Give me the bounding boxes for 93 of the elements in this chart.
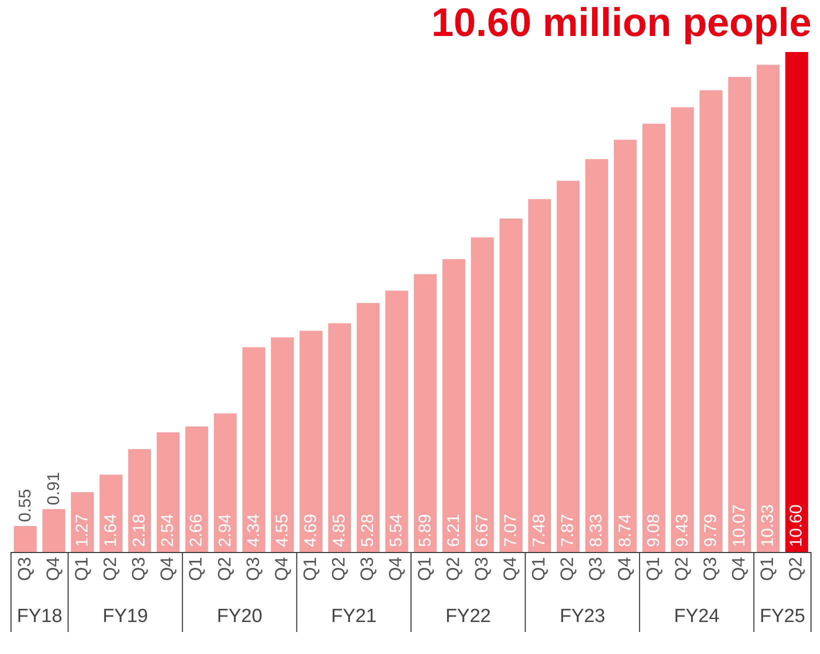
x-tick-label: Q2: [214, 557, 234, 582]
bar: [214, 413, 237, 552]
bar: [471, 237, 494, 552]
x-tick-label: Q4: [42, 557, 63, 582]
bar: [585, 159, 608, 552]
bar: [700, 90, 722, 552]
bar: [156, 432, 180, 552]
bar: [128, 449, 151, 552]
x-tick-label: Q3: [242, 557, 263, 582]
x-tick-label: Q1: [757, 557, 778, 582]
bar: [500, 218, 522, 552]
bar: [385, 290, 408, 552]
data-label: 2.66: [186, 514, 206, 547]
x-tick-label: Q1: [186, 557, 206, 582]
text: FY22: [445, 606, 491, 627]
data-label: 1.27: [72, 514, 92, 547]
x-tick-label: Q4: [271, 557, 292, 582]
data-label: 1.64: [101, 514, 120, 547]
x-tick-label: Q3: [700, 557, 720, 582]
data-label: 6.67: [472, 514, 492, 547]
bar: [71, 492, 94, 552]
bar: [242, 347, 266, 552]
data-label: 10.33: [758, 504, 778, 547]
data-label: 10.07: [730, 504, 749, 547]
x-tick-label: Q4: [157, 557, 178, 582]
data-label: 4.34: [244, 514, 263, 547]
bar: [14, 526, 37, 552]
data-label: 7.48: [530, 514, 549, 547]
text: FY23: [560, 606, 606, 627]
bar: [42, 509, 66, 552]
chart-title: 10.60 million people: [431, 1, 812, 45]
x-tick-label: Q4: [386, 557, 406, 582]
data-label: 5.54: [386, 514, 406, 547]
bar: [642, 124, 666, 552]
data-label: 5.28: [358, 514, 378, 547]
x-tick-label: Q1: [71, 557, 92, 582]
bar: [528, 199, 551, 552]
data-label: 8.33: [586, 514, 606, 547]
x-tick-label: Q4: [614, 557, 634, 582]
bar: [756, 64, 780, 552]
x-tick-label: Q2: [442, 557, 463, 582]
data-label: 8.74: [615, 514, 634, 547]
text: FY20: [216, 606, 262, 627]
data-label: 2.54: [158, 514, 178, 547]
bar: [100, 474, 122, 552]
bar: [300, 330, 322, 552]
x-tick-label: Q3: [471, 557, 492, 582]
data-label: 7.87: [558, 514, 578, 547]
x-tick-label: Q1: [414, 557, 434, 582]
x-tick-label: Q2: [328, 557, 349, 582]
text: FY25: [760, 606, 806, 627]
bar: [728, 77, 751, 552]
data-label: 6.21: [444, 514, 463, 547]
x-tick-label: Q1: [300, 557, 320, 582]
data-label: 9.79: [701, 514, 720, 547]
data-label: 4.85: [330, 514, 349, 547]
data-label: 7.07: [501, 514, 520, 547]
bar: [671, 107, 694, 552]
bar: [414, 274, 437, 552]
x-tick-label: Q4: [728, 557, 749, 582]
x-tick-label: Q1: [642, 557, 663, 582]
x-tick-label: Q2: [100, 557, 120, 582]
data-label: 9.08: [644, 514, 663, 547]
bar: [614, 140, 637, 552]
x-tick-label: Q4: [500, 557, 520, 582]
data-label: 4.69: [301, 514, 320, 547]
text: FY24: [674, 606, 720, 627]
data-label: 2.18: [130, 514, 149, 547]
bar: [328, 323, 351, 552]
data-label: 2.94: [215, 514, 234, 547]
data-label: 4.55: [272, 514, 292, 547]
bar: [785, 52, 808, 552]
x-tick-label: Q2: [557, 557, 578, 582]
bar: [442, 259, 466, 552]
data-label: 0.91: [44, 472, 63, 506]
x-tick-label: Q3: [128, 557, 149, 582]
bar: [185, 426, 208, 552]
x-tick-label: Q1: [528, 557, 549, 582]
bar: [271, 337, 294, 552]
data-label: 5.89: [415, 514, 434, 547]
text: FY21: [331, 606, 377, 627]
text: FY19: [102, 606, 148, 627]
x-tick-label: Q3: [586, 557, 606, 582]
text: FY18: [16, 606, 62, 627]
x-tick-label: Q3: [14, 557, 34, 582]
data-label: 0.55: [15, 488, 34, 522]
data-label: 10.60: [786, 504, 806, 547]
x-tick-label: Q3: [357, 557, 378, 582]
x-tick-label: Q2: [671, 557, 692, 582]
x-tick-label: Q2: [786, 557, 806, 582]
bar: [356, 302, 380, 552]
data-label: 9.43: [672, 514, 692, 547]
bar: [556, 180, 580, 552]
